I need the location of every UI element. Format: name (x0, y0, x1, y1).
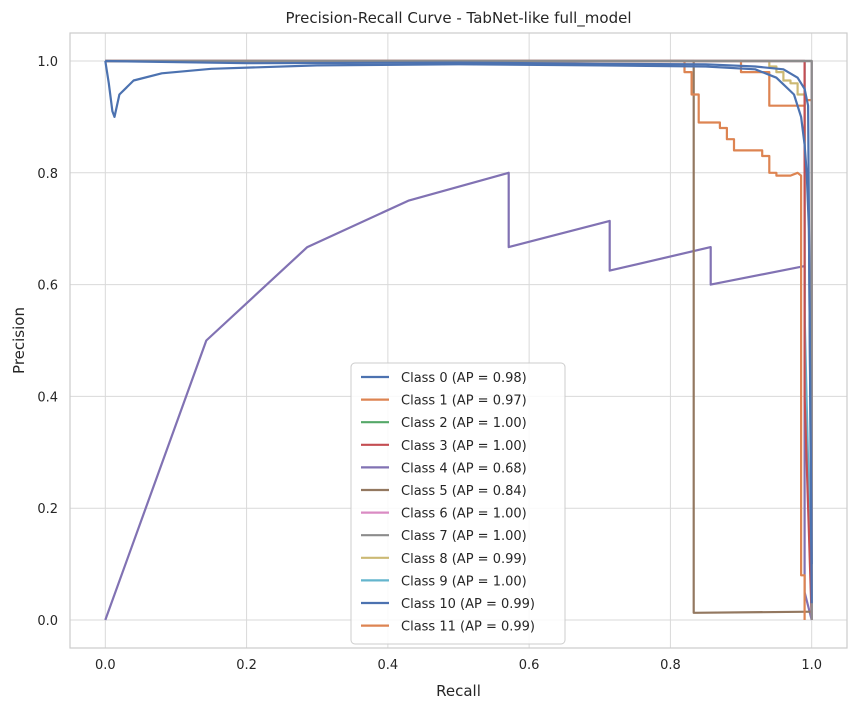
x-axis-label: Recall (436, 682, 481, 700)
y-tick-label: 0.0 (37, 614, 58, 629)
series-line-class-11 (105, 59, 813, 620)
x-tick-label: 0.8 (660, 658, 681, 673)
legend-frame (350, 362, 566, 645)
legend-label: Class 10 (AP = 0.99) (401, 597, 535, 612)
legend-label: Class 1 (AP = 0.97) (401, 394, 527, 409)
legend-label: Class 0 (AP = 0.98) (401, 371, 527, 386)
chart-title: Precision-Recall Curve - TabNet-like ful… (285, 9, 631, 28)
legend-label: Class 4 (AP = 0.68) (401, 461, 527, 476)
legend-label: Class 8 (AP = 0.99) (401, 552, 527, 567)
legend-label: Class 7 (AP = 1.00) (401, 529, 527, 544)
y-axis-label: Precision (10, 307, 28, 374)
y-tick-label: 0.8 (37, 167, 58, 182)
series-lines (104, 59, 813, 621)
y-tick-label: 1.0 (37, 55, 58, 70)
series-line-class-8 (105, 59, 806, 391)
y-tick-label: 0.2 (37, 502, 58, 517)
legend: Class 0 (AP = 0.98) Class 1 (AP = 0.97) Cl… (350, 362, 566, 645)
legend-label: Class 6 (AP = 1.00) (401, 507, 527, 522)
series-line-class-10 (105, 59, 813, 604)
x-tick-label: 0.4 (378, 658, 399, 673)
legend-label: Class 2 (AP = 1.00) (401, 416, 527, 431)
x-tick-label: 0.2 (236, 658, 257, 673)
x-axis-ticks: 0.0 0.2 0.4 0.6 0.8 1.0 (95, 658, 822, 673)
series-line-class-0 (104, 60, 813, 565)
y-tick-label: 0.6 (37, 279, 58, 294)
legend-label: Class 11 (AP = 0.99) (401, 620, 535, 635)
grid-lines (70, 33, 847, 648)
legend-label: Class 3 (AP = 1.00) (401, 439, 527, 454)
plot-frame (69, 32, 848, 649)
series-line-class-1 (105, 59, 806, 620)
x-tick-label: 0.0 (95, 658, 116, 673)
x-tick-label: 1.0 (801, 658, 822, 673)
x-tick-label: 0.6 (519, 658, 540, 673)
legend-label: Class 9 (AP = 1.00) (401, 574, 527, 589)
y-axis-ticks: 0.0 0.2 0.4 0.6 0.8 1.0 (37, 55, 58, 629)
y-tick-label: 0.4 (37, 390, 58, 405)
legend-label: Class 5 (AP = 0.84) (401, 484, 527, 499)
